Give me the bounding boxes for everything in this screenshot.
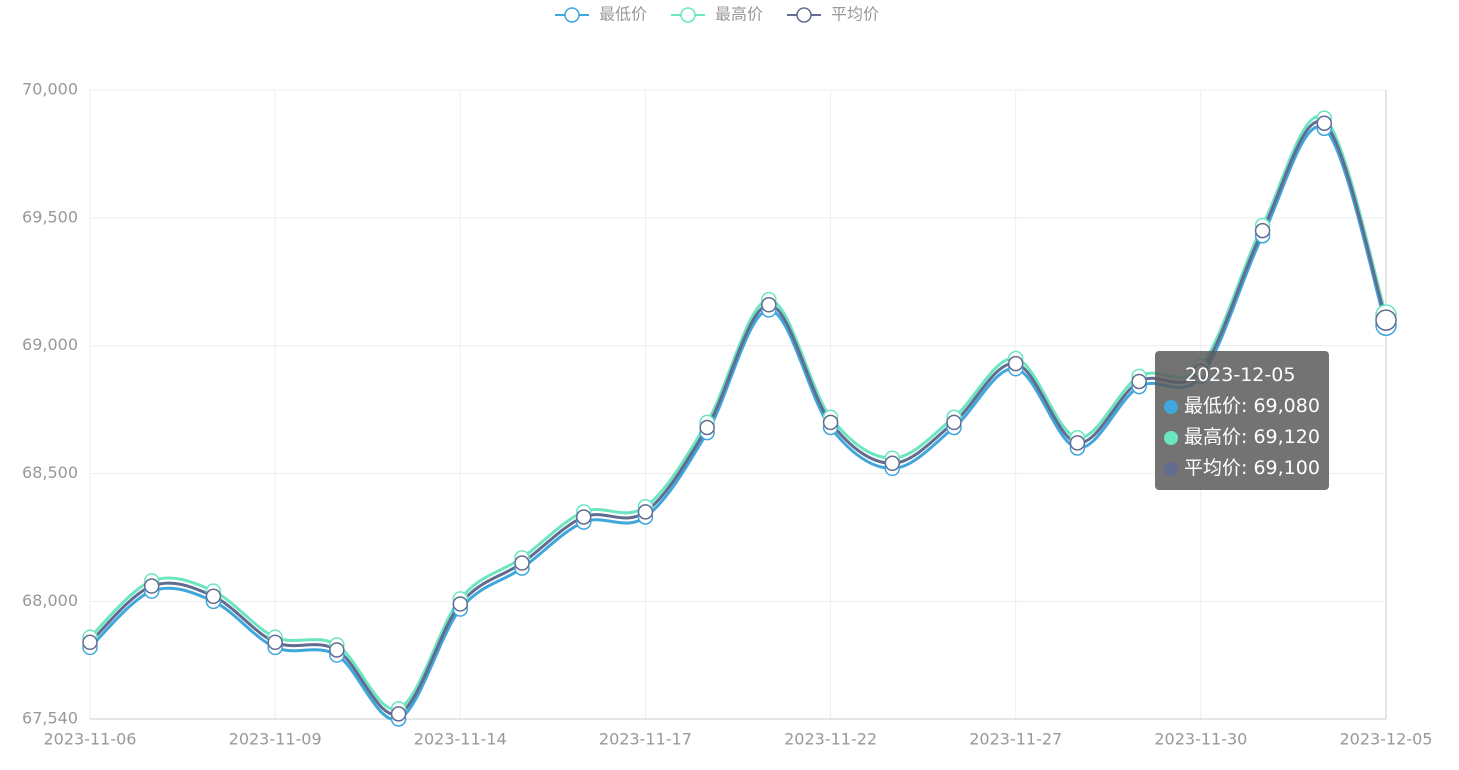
tooltip-text: 平均价: 69,100: [1184, 457, 1320, 479]
point: [390, 706, 407, 722]
x-tick-label: 2023-11-27: [969, 730, 1062, 749]
y-tick-label: 67,540: [22, 709, 78, 728]
y-tick-label: 69,500: [22, 207, 78, 226]
tooltip-row: 最低价: 69,080: [1164, 391, 1329, 422]
point: [452, 596, 469, 612]
point: [205, 588, 222, 605]
tooltip-dot: [1164, 461, 1178, 476]
tooltip-text: 最高价: 69,120: [1184, 426, 1320, 448]
point: [761, 297, 777, 313]
point: [1131, 373, 1147, 390]
legend-label[interactable]: 最高价: [715, 5, 763, 24]
point: [699, 419, 715, 436]
point: [514, 555, 530, 571]
x-tick-label: 2023-11-17: [599, 730, 692, 749]
y-tick-label: 69,000: [22, 335, 78, 354]
tooltip: 2023-12-05 最低价: 69,080 最高价: 69,120 平均价: 69…: [1155, 351, 1329, 490]
point: [884, 455, 901, 472]
y-tick-label: 70,000: [22, 80, 78, 99]
tooltip-row: 平均价: 69,100: [1164, 453, 1329, 484]
legend-symbol: [796, 7, 812, 23]
legend-label[interactable]: 平均价: [831, 5, 879, 24]
tooltip-title: 2023-12-05: [1185, 364, 1296, 386]
point: [946, 414, 962, 431]
point: [329, 642, 345, 658]
point: [1254, 222, 1271, 239]
y-tick-label: 68,000: [22, 591, 78, 610]
point: [1069, 435, 1086, 451]
tooltip-dot: [1164, 430, 1178, 445]
point: [1375, 309, 1397, 331]
y-tick-label: 68,500: [22, 463, 78, 482]
point: [637, 504, 654, 520]
point: [143, 578, 160, 594]
point: [575, 509, 592, 525]
x-tick-label: 2023-11-06: [44, 730, 137, 749]
x-tick-label: 2023-12-05: [1340, 730, 1433, 749]
x-tick-label: 2023-11-09: [229, 730, 322, 749]
legend-symbol: [564, 7, 580, 23]
tooltip-dot: [1164, 399, 1178, 414]
x-tick-label: 2023-11-14: [414, 730, 507, 749]
point: [267, 634, 283, 651]
point: [1316, 115, 1333, 131]
point: [822, 414, 839, 431]
legend-symbol: [680, 7, 696, 23]
point: [1007, 355, 1024, 372]
legend: 最低价 最高价 平均价: [555, 5, 879, 24]
point: [82, 634, 98, 651]
x-tick-label: 2023-11-30: [1154, 730, 1247, 749]
legend-label[interactable]: 最低价: [599, 5, 647, 24]
x-tick-label: 2023-11-22: [784, 730, 877, 749]
tooltip-row: 最高价: 69,120: [1164, 422, 1329, 453]
tooltip-text: 最低价: 69,080: [1184, 395, 1320, 417]
